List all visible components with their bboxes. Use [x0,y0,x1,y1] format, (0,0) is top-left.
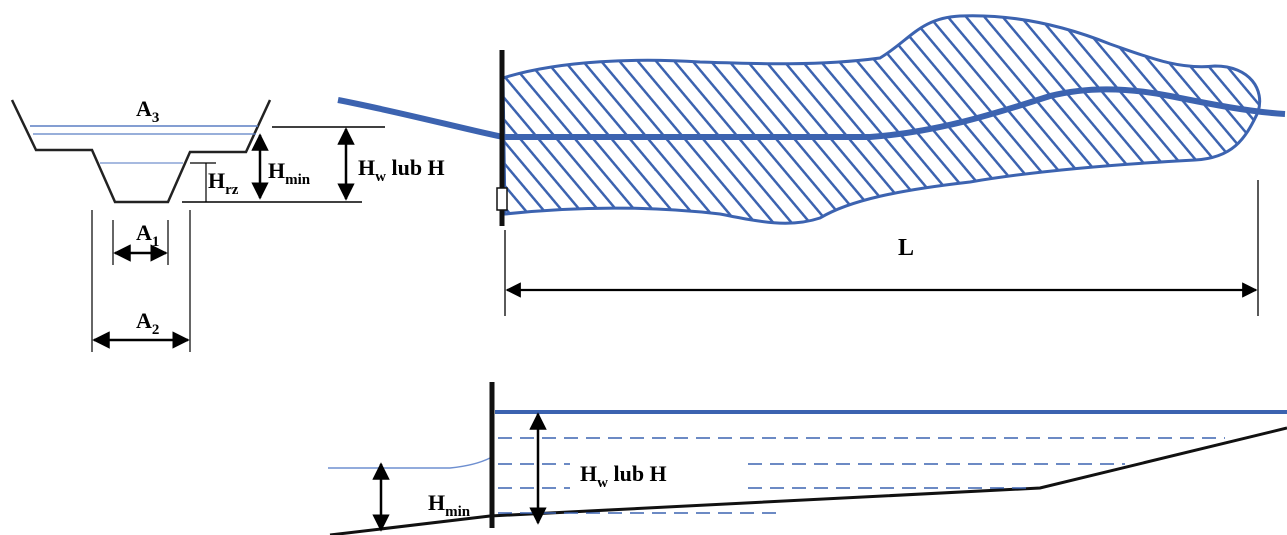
reservoir-area [501,14,1262,225]
downstream-water [328,457,491,469]
river-line [337,86,1286,140]
label-l: L [898,235,914,261]
label-a1: A1 [136,220,159,250]
label-h-w: Hw lub H [358,155,445,185]
ground-profile [329,426,1287,535]
cross-section: A3 Hrz Hmin Hw lub H A1 A2 [10,96,445,352]
channel-outline [10,99,272,204]
label-h-rz: Hrz [208,168,239,198]
dam-gate [496,187,508,211]
label-profile-h-w: Hw lub H [580,461,667,491]
profile-view: Hw lub H Hmin [328,382,1287,535]
label-h-min: Hmin [268,158,311,188]
label-profile-h-min: Hmin [428,490,471,520]
label-a2: A2 [136,308,159,338]
label-a3: A3 [136,96,159,126]
plan-view: L [337,14,1286,316]
